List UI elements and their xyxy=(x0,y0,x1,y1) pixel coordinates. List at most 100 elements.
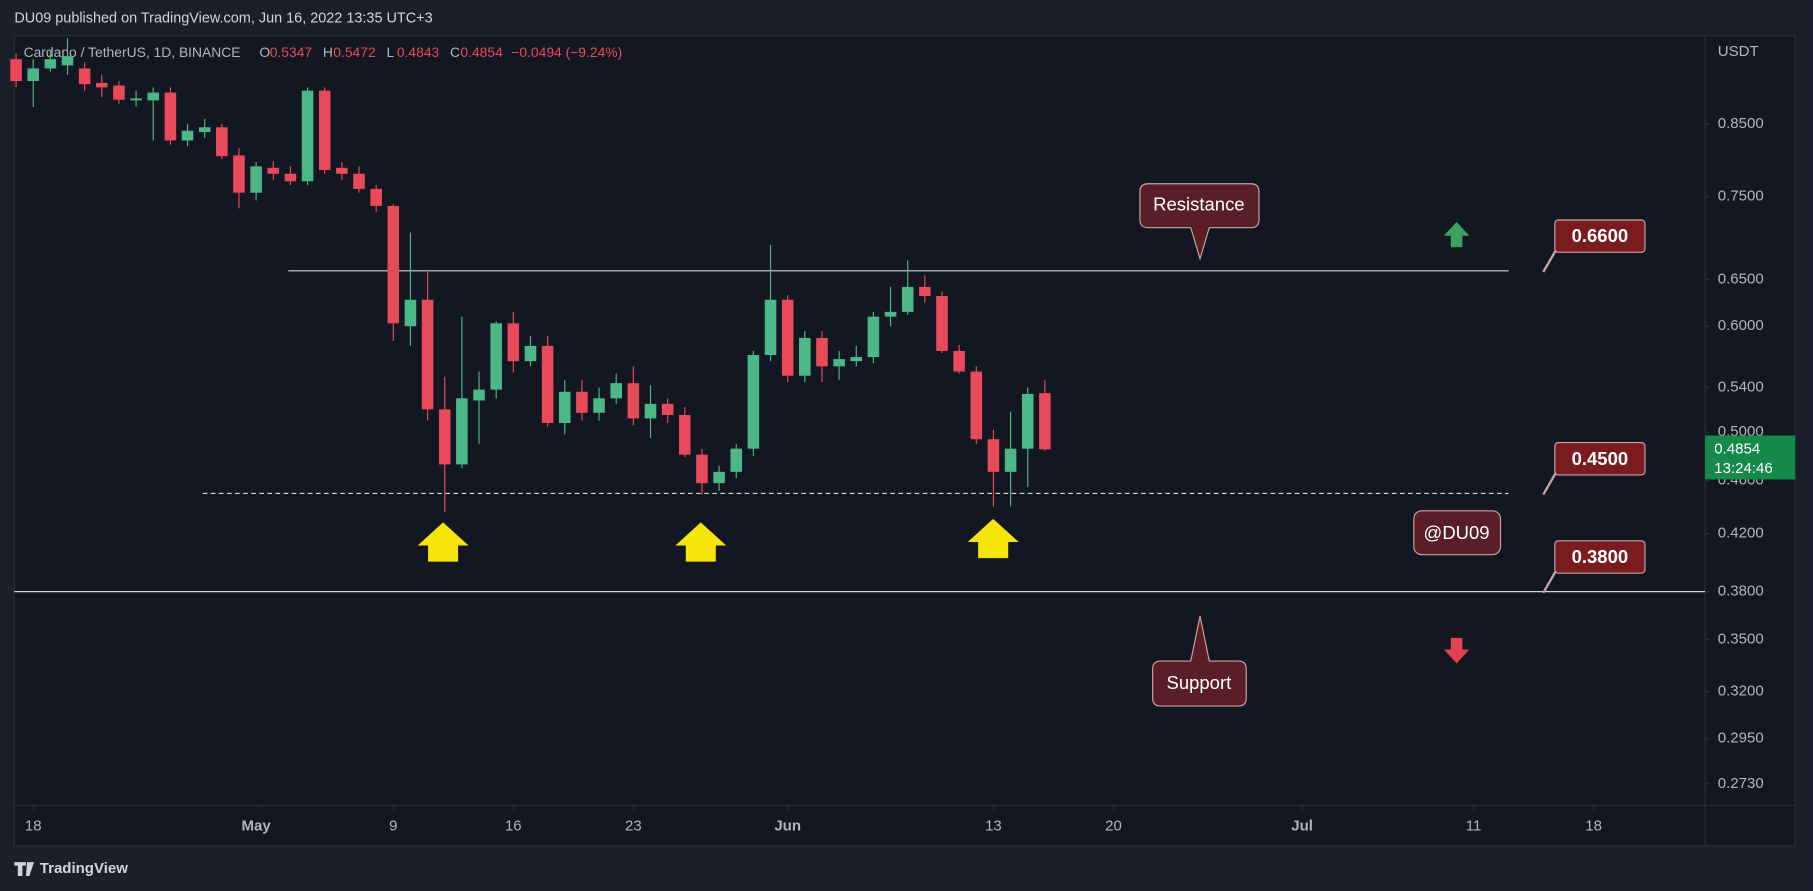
y-tick-label: 0.8500 xyxy=(1718,115,1764,132)
candle-body xyxy=(44,59,57,69)
ohlc-value: 0.5347 xyxy=(270,44,313,60)
ohlc-label: L xyxy=(386,44,394,60)
candle-body xyxy=(336,167,348,174)
candle-body xyxy=(233,155,245,193)
level-tag-text: 0.4500 xyxy=(1572,448,1629,469)
candle-body xyxy=(558,391,571,423)
x-tick-label: 9 xyxy=(389,817,397,834)
candle-body xyxy=(661,403,674,415)
candle-body xyxy=(747,355,760,449)
arrow-up xyxy=(967,518,1019,559)
price-unit: USDT xyxy=(1718,43,1759,60)
price-tag xyxy=(1705,435,1796,480)
candle-body xyxy=(799,337,811,376)
candle-body xyxy=(593,398,605,413)
callout-box xyxy=(1152,615,1247,707)
x-tick-label: 18 xyxy=(25,817,42,834)
candle-body xyxy=(301,90,314,182)
candle-body xyxy=(164,92,177,141)
chart-panel xyxy=(13,35,1796,847)
level-tag-text: 0.6600 xyxy=(1572,225,1629,246)
x-tick-label: 23 xyxy=(625,817,642,834)
x-tick-label: 16 xyxy=(505,817,522,834)
candle-body xyxy=(524,345,537,362)
candle-body xyxy=(421,299,434,410)
candle-body xyxy=(867,316,880,358)
x-tick-label: Jul xyxy=(1291,817,1313,834)
candle-body xyxy=(901,286,914,312)
candle-body xyxy=(644,403,657,419)
candle-body xyxy=(1004,448,1017,472)
y-tick-label: 0.4200 xyxy=(1718,524,1764,541)
ohlc-label: C xyxy=(450,44,460,60)
ohlc-label: H xyxy=(323,44,333,60)
candle-body xyxy=(318,90,331,171)
tag-pointer xyxy=(1542,472,1557,496)
candle-body xyxy=(404,299,417,327)
ohlc-value: 0.5472 xyxy=(333,44,376,60)
candle-body xyxy=(96,82,108,88)
candle-body xyxy=(130,98,142,101)
candle-body xyxy=(953,350,965,372)
level-tag xyxy=(1554,219,1646,253)
candle-body xyxy=(610,383,622,399)
callout-text: Support xyxy=(1167,672,1232,693)
candle-body xyxy=(147,92,160,101)
x-tick-label: Jun xyxy=(774,817,801,834)
candle-body xyxy=(1039,393,1051,450)
candle-body xyxy=(833,359,845,367)
price-tag-value: 0.4854 xyxy=(1714,440,1760,457)
candle-body xyxy=(541,345,554,423)
candle-body xyxy=(696,454,708,484)
candle-body xyxy=(61,56,74,66)
candle-body xyxy=(113,85,125,100)
candle-body xyxy=(507,323,520,362)
candle-body xyxy=(970,371,983,440)
y-tick-label: 0.3500 xyxy=(1718,630,1764,647)
candle-body xyxy=(216,127,228,157)
candle-body xyxy=(267,167,280,174)
candle-body xyxy=(473,389,485,401)
candle-body xyxy=(730,448,743,472)
brand-name: TradingView xyxy=(40,860,128,877)
y-tick-label: 0.2730 xyxy=(1718,775,1764,792)
price-tag-countdown: 13:24:46 xyxy=(1714,460,1772,477)
symbol-title: Cardano / TetherUS, 1D, BINANCE xyxy=(24,44,241,60)
candle-body xyxy=(198,127,211,133)
candle-body xyxy=(576,391,588,413)
candle-body xyxy=(919,286,931,297)
candle-body xyxy=(78,68,91,85)
candle-body xyxy=(713,471,725,484)
level-tag xyxy=(1554,540,1646,574)
candle-body xyxy=(781,299,794,376)
x-tick-label: 13 xyxy=(985,817,1002,834)
ohlc-label: O xyxy=(259,44,270,60)
candle-body xyxy=(987,439,1000,472)
change-value: −0.0494 (−9.24%) xyxy=(511,44,622,60)
level-tag-text: 0.3800 xyxy=(1572,546,1629,567)
y-tick-label: 0.6500 xyxy=(1718,271,1764,288)
arrow-up xyxy=(675,522,727,562)
y-tick-label: 0.3800 xyxy=(1718,583,1764,600)
candle-body xyxy=(27,68,39,82)
callout-text: @DU09 xyxy=(1424,522,1490,543)
candle-body xyxy=(10,59,22,82)
callout-box xyxy=(1413,510,1502,556)
x-tick-label: 11 xyxy=(1466,817,1482,834)
level-tag xyxy=(1554,441,1646,476)
published-note: DU09 published on TradingView.com, Jun 1… xyxy=(14,10,432,26)
candle-body xyxy=(370,188,382,206)
candle-body xyxy=(1021,393,1034,449)
candle-body xyxy=(627,383,640,419)
candle-body xyxy=(816,337,828,367)
candle-body xyxy=(764,299,777,356)
arrow-up xyxy=(417,522,469,562)
ohlc-value: 0.4843 xyxy=(397,44,440,60)
y-tick-label: 0.5400 xyxy=(1718,378,1764,395)
y-tick-label: 0.3200 xyxy=(1718,682,1764,699)
candle-body xyxy=(490,323,502,390)
candle-body xyxy=(387,205,400,324)
trend-arrow-down xyxy=(1443,637,1470,664)
tag-pointer xyxy=(1542,570,1557,594)
x-tick-label: 18 xyxy=(1585,817,1602,834)
